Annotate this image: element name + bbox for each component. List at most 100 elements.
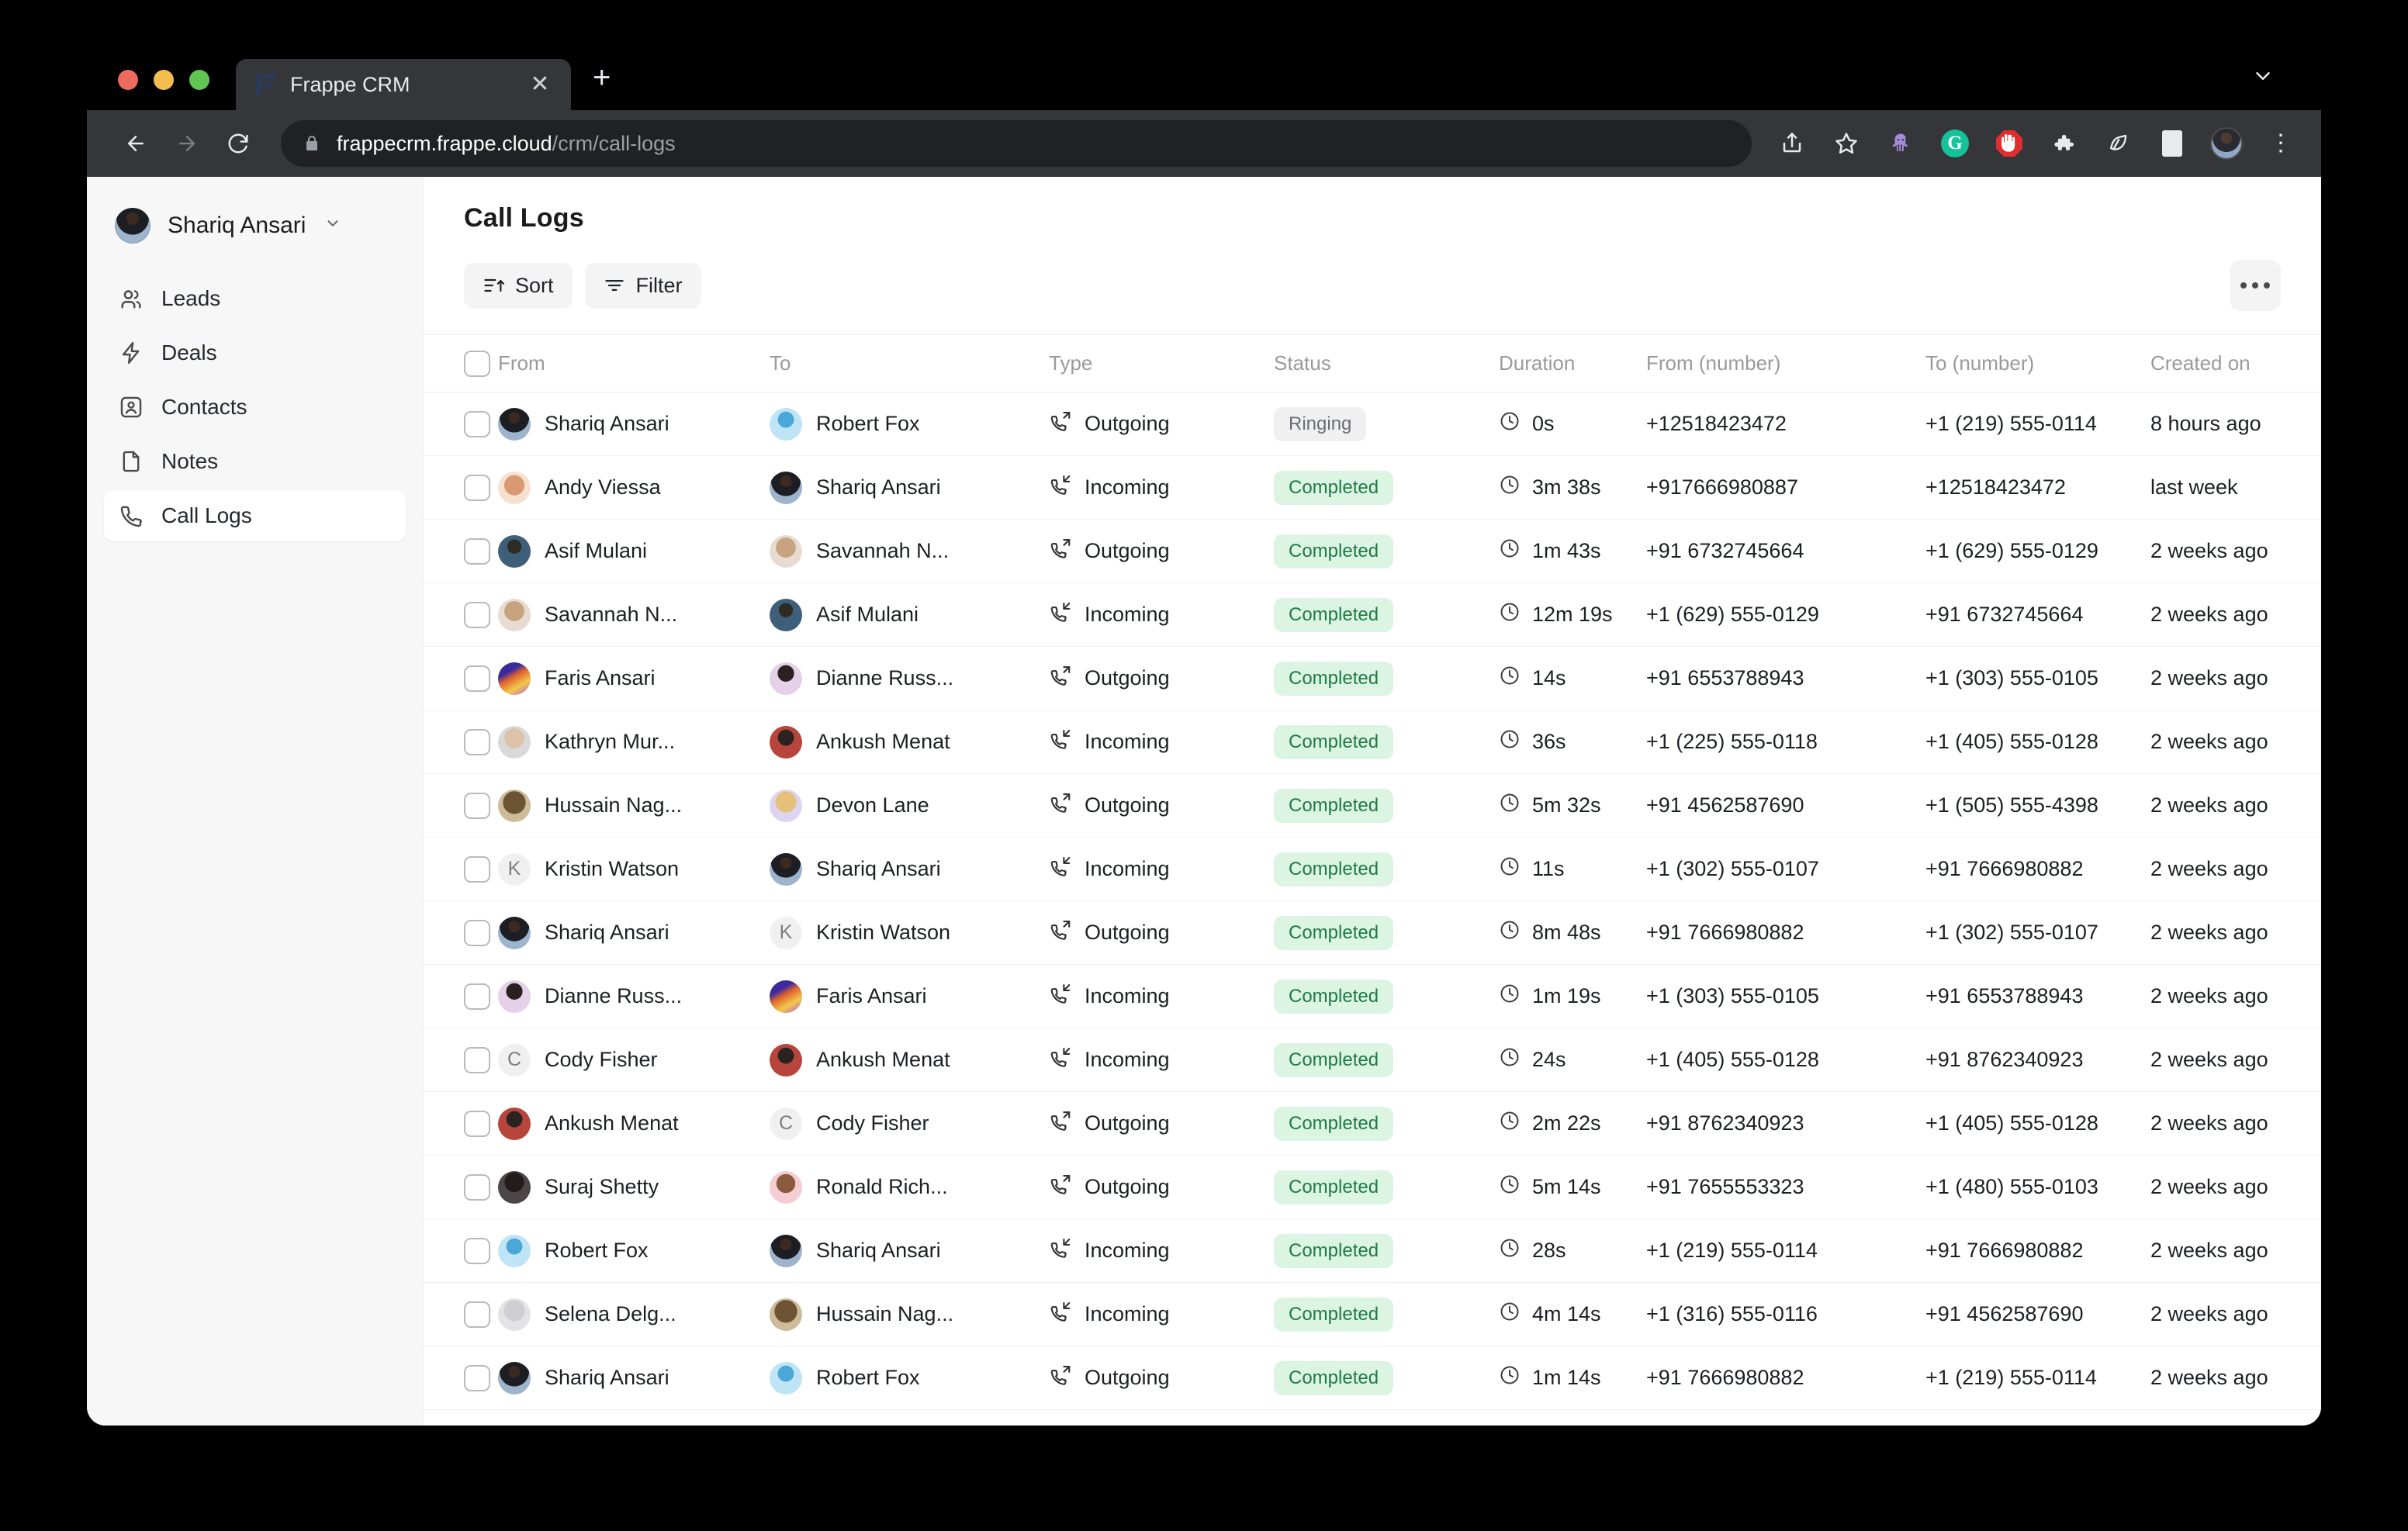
cell-from[interactable]: Robert Fox [498,1219,770,1283]
user-dropdown[interactable]: Shariq Ansari [104,199,406,253]
cell-to[interactable]: K Kristin Watson [770,901,1049,965]
filter-button[interactable]: Filter [584,262,701,309]
reload-icon[interactable] [216,121,261,166]
cell-to[interactable]: Shariq Ansari [770,456,1049,520]
cell-to[interactable]: C Cody Fisher [770,1092,1049,1156]
forward-arrow-icon[interactable] [164,121,209,166]
row-checkbox[interactable] [464,601,490,628]
cell-to[interactable]: Faris Ansari [770,965,1049,1028]
column-header-to-number[interactable]: To (number) [1925,351,2035,375]
sidebar-item-contacts[interactable]: Contacts [104,382,406,433]
close-tab-icon[interactable]: ✕ [530,71,550,97]
row-checkbox[interactable] [464,537,490,565]
table-row[interactable]: Andy Viessa Shariq Ansari Incoming Complete… [424,456,2321,520]
sidebar-toggle-icon[interactable] [2155,126,2189,161]
sidebar-item-leads[interactable]: Leads [104,273,406,324]
table-row[interactable]: Shariq Ansari K Kristin Watson Outgoing Comp… [424,901,2321,965]
row-checkbox[interactable] [464,919,490,946]
sort-button[interactable]: Sort [464,262,573,309]
sidebar-item-call-logs[interactable]: Call Logs [104,490,406,541]
cell-to[interactable]: Hussain Nag... [770,1283,1049,1346]
sidebar-item-notes[interactable]: Notes [104,436,406,487]
bookmark-star-icon[interactable] [1829,126,1863,161]
row-checkbox[interactable] [464,983,490,1010]
profile-avatar-icon[interactable] [2209,126,2244,161]
cell-from[interactable]: K Kristin Watson [498,838,770,901]
row-checkbox[interactable] [464,474,490,501]
row-checkbox[interactable] [464,792,490,819]
table-row[interactable]: Hussain Nag... Devon Lane Outgoing Complete… [424,774,2321,838]
column-header-from[interactable]: From [498,351,545,375]
cell-from[interactable]: Ankush Menat [498,1092,770,1156]
browser-tab[interactable]: Frappe CRM ✕ [236,59,571,110]
cell-from[interactable]: Selena Delg... [498,1283,770,1346]
column-header-duration[interactable]: Duration [1499,351,1576,375]
table-row[interactable]: Robert Fox Shariq Ansari Incoming Completed… [424,1219,2321,1283]
new-tab-icon[interactable]: + [593,60,611,95]
cell-to[interactable]: Shariq Ansari [770,1219,1049,1283]
adblock-extension-icon[interactable] [1992,126,2026,161]
minimize-window-button[interactable] [154,70,174,90]
row-checkbox[interactable] [464,1237,490,1264]
column-header-created-on[interactable]: Created on [2150,351,2251,375]
cell-from[interactable]: Andy Viessa [498,456,770,520]
table-row[interactable]: C Cody Fisher Ankush Menat Incoming Complete… [424,1028,2321,1092]
row-checkbox[interactable] [464,1046,490,1073]
table-row[interactable]: Asif Mulani Savannah N... Outgoing Complete… [424,520,2321,583]
column-header-from-number[interactable]: From (number) [1646,351,1781,375]
column-header-status[interactable]: Status [1274,351,1331,375]
row-checkbox[interactable] [464,1301,490,1328]
cell-to[interactable]: Asif Mulani [770,583,1049,647]
cell-from[interactable]: Hussain Nag... [498,774,770,838]
close-window-button[interactable] [118,70,138,90]
cell-from[interactable]: Faris Ansari [498,647,770,710]
cell-to[interactable]: Dianne Russ... [770,647,1049,710]
cell-to[interactable]: Shariq Ansari [770,838,1049,901]
cell-from[interactable]: Suraj Shetty [498,1156,770,1219]
table-row[interactable]: Shariq Ansari Robert Fox Outgoing Ringing 0s… [424,392,2321,456]
cell-from[interactable]: Savannah N... [498,583,770,647]
row-checkbox[interactable] [464,410,490,437]
grammarly-extension-icon[interactable]: G [1938,126,1972,161]
browser-menu-icon[interactable]: ⋮ [2269,130,2292,156]
row-checkbox[interactable] [464,665,490,692]
more-horizontal-icon[interactable] [2230,260,2281,311]
table-row[interactable]: Dianne Russ... Faris Ansari Incoming Comple… [424,965,2321,1028]
cell-to[interactable]: Robert Fox [770,1346,1049,1410]
cell-to[interactable]: Devon Lane [770,774,1049,838]
cell-from[interactable]: Shariq Ansari [498,1346,770,1410]
table-row[interactable]: Shariq Ansari Robert Fox Outgoing Completed… [424,1346,2321,1410]
back-arrow-icon[interactable] [113,121,158,166]
cell-from[interactable]: Dianne Russ... [498,965,770,1028]
row-checkbox[interactable] [464,1364,490,1391]
row-checkbox[interactable] [464,1173,490,1201]
address-bar[interactable]: frappecrm.frappe.cloud/crm/call-logs [281,120,1752,167]
cell-from[interactable]: C Cody Fisher [498,1028,770,1092]
table-row[interactable]: K Kristin Watson Shariq Ansari Incoming Comp… [424,838,2321,901]
row-checkbox[interactable] [464,855,490,883]
cell-to[interactable]: Ankush Menat [770,1028,1049,1092]
chevron-down-icon[interactable] [2251,64,2275,93]
cell-to[interactable]: Savannah N... [770,520,1049,583]
extensions-puzzle-icon[interactable] [2046,126,2081,161]
cell-from[interactable]: Kathryn Mur... [498,710,770,774]
column-header-type[interactable]: Type [1049,351,1093,375]
table-row[interactable]: Faris Ansari Dianne Russ... Outgoing Comple… [424,647,2321,710]
table-row[interactable]: Ankush Menat C Cody Fisher Outgoing Complete… [424,1092,2321,1156]
cell-to[interactable]: Ankush Menat [770,710,1049,774]
select-all-checkbox[interactable] [464,350,490,377]
cell-from[interactable]: Shariq Ansari [498,392,770,456]
cell-from[interactable]: Shariq Ansari [498,901,770,965]
cell-to[interactable]: Robert Fox [770,392,1049,456]
row-checkbox[interactable] [464,1110,490,1137]
share-icon[interactable] [1775,126,1809,161]
maximize-window-button[interactable] [189,70,209,90]
table-row[interactable]: Savannah N... Asif Mulani Incoming Complete… [424,583,2321,647]
table-row[interactable]: Selena Delg... Hussain Nag... Incoming Comp… [424,1283,2321,1346]
sidebar-item-deals[interactable]: Deals [104,327,406,378]
cell-to[interactable]: Ronald Rich... [770,1156,1049,1219]
leaf-extension-icon[interactable] [2101,126,2135,161]
cell-from[interactable]: Asif Mulani [498,520,770,583]
row-checkbox[interactable] [464,728,490,755]
table-row[interactable]: Kathryn Mur... Ankush Menat Incoming Comple… [424,710,2321,774]
